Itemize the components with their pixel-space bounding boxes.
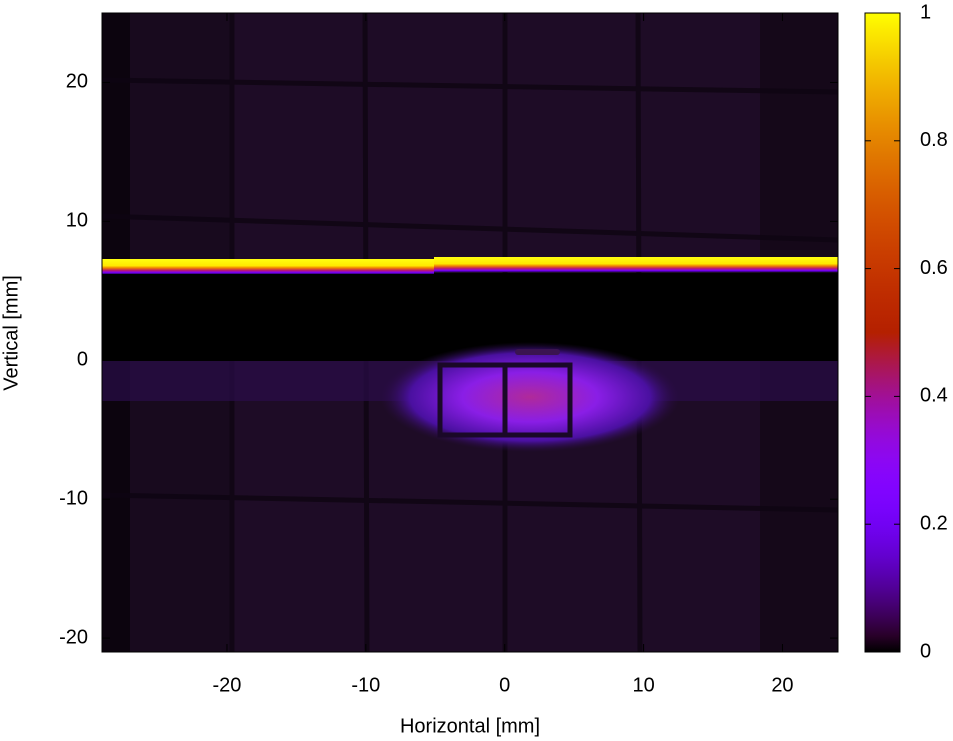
- x-tick-label: 10: [632, 674, 654, 696]
- y-axis-label: Vertical [mm]: [0, 275, 22, 391]
- colorbar-tick-label: 0.6: [920, 257, 948, 279]
- y-tick-label: -20: [59, 626, 88, 648]
- x-tick-label: -20: [213, 674, 242, 696]
- y-tick-label: 10: [66, 210, 88, 232]
- colorbar-tick-label: 0: [920, 640, 931, 662]
- colorbar-tick-label: 1: [920, 1, 931, 23]
- y-tick-label: 0: [77, 349, 88, 371]
- heatmap-image: [102, 13, 838, 652]
- plot-frame: [101, 12, 839, 653]
- colorbar-tick-label: 0.2: [920, 512, 948, 534]
- colorbar: [864, 12, 901, 653]
- y-tick-label: -10: [59, 487, 88, 509]
- colorbar-tick-label: 0.8: [920, 129, 948, 151]
- y-tick-label: 20: [66, 71, 88, 93]
- x-tick-label: -10: [351, 674, 380, 696]
- x-axis-label: Horizontal [mm]: [400, 715, 540, 737]
- colorbar-tick-label: 0.4: [920, 385, 948, 407]
- x-tick-label: 0: [499, 674, 510, 696]
- x-tick-label: 20: [771, 674, 793, 696]
